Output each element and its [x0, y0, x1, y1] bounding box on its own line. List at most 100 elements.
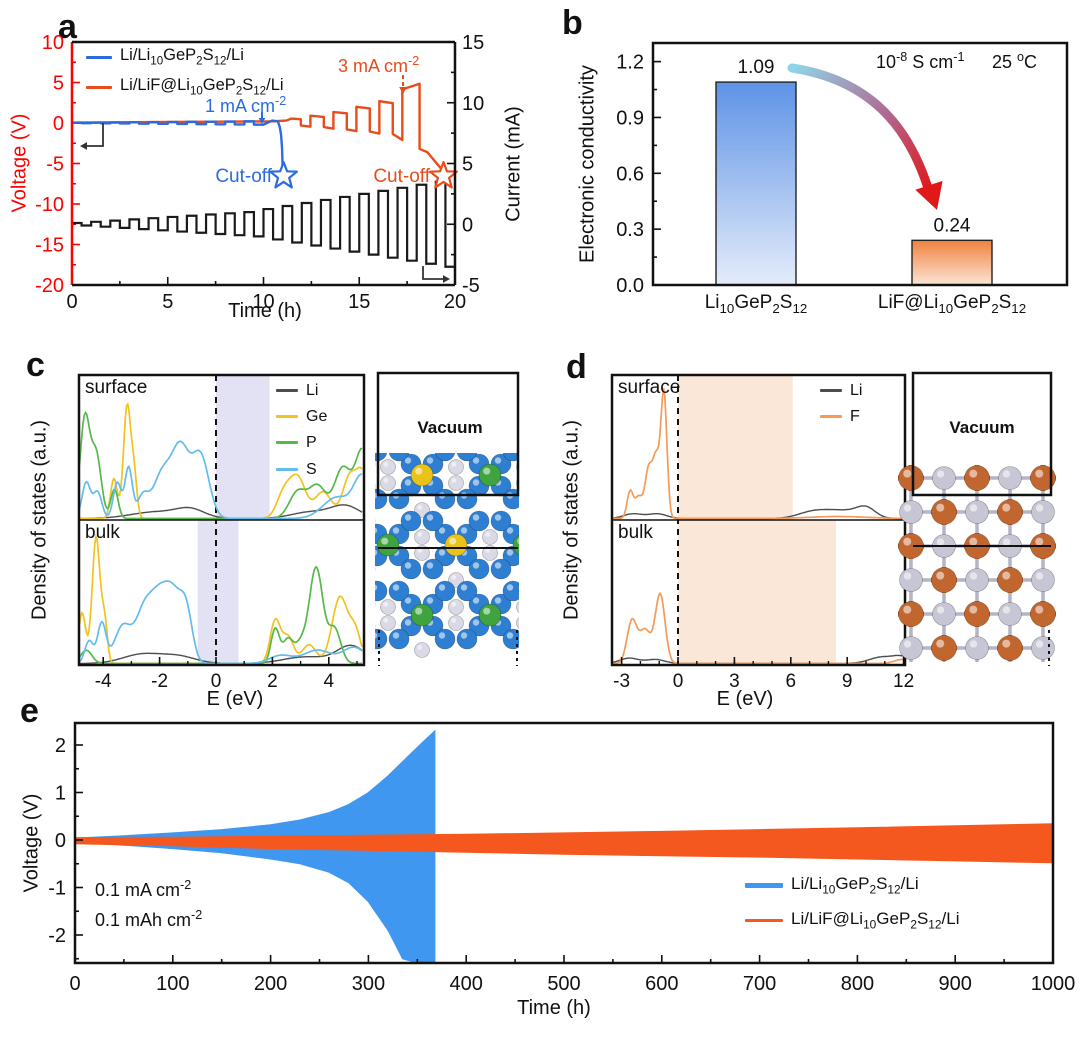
legend-label: F	[850, 408, 860, 426]
x-tick-label: 100	[156, 973, 189, 995]
x-tick-label: 10	[252, 291, 274, 313]
panel-d-dos-plot: -3 0 3 6 9 12	[610, 373, 914, 692]
current-tick-label: 15	[462, 32, 484, 54]
panel-b-temp-note: 25 oC	[992, 50, 1038, 72]
panel-b-axes: 0.0 0.3 0.6 0.9 1.2	[616, 52, 953, 297]
panel-a-right-axis-title: Current (mA)	[502, 106, 525, 222]
panel-d-structure	[898, 368, 1056, 668]
x-tick-label: 800	[841, 973, 874, 995]
panel-c-vacuum-label: Vacuum	[417, 418, 483, 437]
x-tick-label: 9	[842, 671, 853, 692]
current-tick-label: 10	[462, 93, 484, 115]
x-tick-label: 200	[254, 973, 287, 995]
y-tick-label: -1	[48, 878, 66, 900]
dos-axes: -3 0 3 6 9 12	[613, 657, 914, 692]
conductivity-drop-arrowhead	[915, 180, 943, 210]
band-gap-shading-surface	[216, 375, 270, 520]
band-gap-shading-bulk	[197, 520, 239, 665]
annotation-cutoff-red: Cut-off	[373, 166, 430, 187]
voltage-tick-label: -10	[35, 194, 64, 216]
panel-c-surface-label: surface	[85, 377, 148, 398]
dos-curve-surface-s	[78, 440, 363, 520]
panel-d-legend: Li F	[820, 381, 862, 433]
y-tick-label: 0.0	[616, 275, 644, 297]
current-tick-label: -5	[462, 275, 480, 297]
voltage-tick-label: 0	[53, 113, 64, 135]
legend-label: Li/LiF@Li10GeP2S12/Li	[791, 908, 960, 932]
legend-line	[820, 389, 842, 393]
current-tick-label: 5	[462, 154, 473, 176]
y-tick-label: 0	[55, 830, 66, 852]
conductivity-drop-arrow	[787, 63, 933, 193]
band-gap-shading-bulk	[678, 520, 836, 665]
x-tick-label: -4	[95, 671, 112, 692]
vacuum-box	[376, 371, 520, 497]
legend-label: P	[306, 434, 317, 452]
arrowhead-1ma	[258, 118, 266, 124]
panel-d-vacuum-label: Vacuum	[949, 418, 1015, 437]
panel-c-y-axis-title: Density of states (a.u.)	[28, 419, 51, 621]
x-tick-label: 4	[324, 671, 335, 692]
x-tick-label: 20	[444, 291, 466, 313]
bar-lif-lgps	[911, 239, 993, 286]
annotation-3ma: 3 mA cm-2	[338, 54, 420, 76]
bar-value-label: 0.24	[934, 215, 971, 236]
annotation-cutoff-blue: Cut-off	[215, 166, 272, 187]
legend-label: Li	[850, 382, 863, 399]
legend-item: Li/Li10GeP2S12/Li	[745, 874, 960, 897]
x-tick-label: 500	[547, 973, 580, 995]
voltage-tick-label: -20	[35, 275, 64, 297]
legend-item: Li/Li10GeP2S12/Li	[86, 46, 284, 69]
legend-item: Li/LiF@Li10GeP2S12/Li	[745, 909, 960, 932]
x-tick-label: 3	[729, 671, 740, 692]
panel-e-capacity-note: 0.1 mAh cm-2	[95, 908, 203, 930]
legend-item: S	[276, 460, 327, 479]
panel-e-x-axis-title: Time (h)	[517, 997, 591, 1019]
y-tick-label: 0.6	[616, 163, 644, 185]
panel-label-a: a	[58, 8, 77, 46]
voltage-tick-label: -15	[35, 235, 64, 257]
x-tick-label: 900	[939, 973, 972, 995]
x-tick-label: 12	[893, 671, 914, 692]
panel-e-axes: 0 100 200 300 400 500 600 700 800 900 1000 2 1 0 -1 -2	[48, 735, 1075, 995]
legend-item: Ge	[276, 407, 327, 426]
legend-label: Li/LiF@Li10GeP2S12/Li	[120, 76, 284, 98]
x-tick-label: 1000	[1031, 973, 1076, 995]
panel-e-frame	[73, 721, 1055, 965]
x-tick-label: 0	[69, 973, 80, 995]
dos-frame	[77, 373, 366, 667]
y-tick-label: 0.9	[616, 107, 644, 129]
legend-line	[86, 86, 112, 90]
legend-label: Ge	[306, 408, 328, 426]
x-tick-label: 5	[162, 291, 173, 313]
legend-label: Li	[306, 382, 319, 399]
panel-b-category-1: Li10GeP2S12	[704, 292, 808, 316]
crystal-structure-atoms	[375, 453, 519, 658]
right-axis-pointer	[422, 266, 446, 280]
cutoff-star-blue	[269, 161, 298, 189]
x-tick-label: -2	[151, 671, 168, 692]
x-tick-label: -3	[613, 671, 630, 692]
legend-label: Li/Li10GeP2S12/Li	[120, 46, 244, 68]
legend-item: Li	[276, 381, 327, 400]
legend-item: P	[276, 433, 327, 452]
y-tick-label: -2	[48, 925, 66, 947]
panel-b-plot: 0.0 0.3 0.6 0.9 1.2 1.09 0.24	[616, 41, 1069, 297]
vacuum-box	[911, 371, 1053, 497]
annotation-1ma: 1 mA cm-2	[205, 94, 287, 116]
panel-label-e: e	[20, 692, 39, 730]
panel-b-frame	[651, 41, 1069, 287]
cutoff-star-red	[429, 161, 458, 189]
panel-c-structure	[372, 368, 524, 668]
dos-axes: -4 -2 0 2 4	[95, 657, 358, 692]
panel-e-legend: Li/Li10GeP2S12/Li Li/LiF@Li10GeP2S12/Li	[745, 874, 960, 943]
panel-a-plot: 0 5 10 15 20 10 5 0 -5 -10 -15 -20 15 10 5 0 -5	[35, 32, 484, 313]
dos-curve-bulk-s	[78, 580, 363, 665]
arrowhead-3ma	[399, 87, 407, 94]
panel-e-plot: 0 100 200 300 400 500 600 700 800 900 1000 2 1 0 -1 -2	[48, 721, 1075, 995]
legend-label: S	[306, 460, 317, 478]
x-tick-label: 0	[211, 671, 222, 692]
right-axis-pointer-head	[443, 275, 450, 283]
voltage-trace-lgps	[70, 119, 284, 169]
